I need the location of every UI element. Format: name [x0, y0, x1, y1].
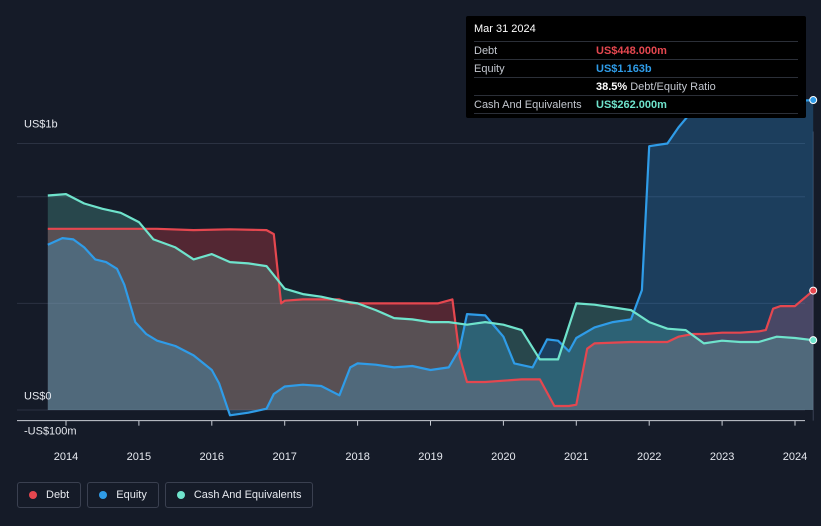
legend-dot-icon [176, 491, 185, 499]
equity-end-marker [809, 96, 818, 105]
legend-item-debt[interactable]: Debt [17, 482, 82, 508]
legend-label: Debt [46, 489, 70, 501]
x-tick-label: 2020 [491, 451, 515, 463]
debt-end-marker [809, 286, 818, 295]
series-end-markers [809, 96, 818, 345]
x-tick-label: 2021 [564, 451, 588, 463]
tooltip-row-ratio: 38.5% Debt/Equity Ratio [474, 77, 798, 95]
tooltip-row-equity: Equity US$1.163b [474, 59, 798, 77]
series-areas [47, 71, 814, 416]
equity-area [47, 71, 814, 416]
cash-and-equivalents-area [47, 194, 814, 410]
debt-area [47, 228, 814, 410]
tooltip-label: Cash And Equivalents [474, 98, 582, 111]
x-tick-label: 2016 [200, 451, 224, 463]
tooltip-ratio-label: Debt/Equity Ratio [630, 80, 716, 93]
cash-and-equivalents-end-marker [809, 336, 818, 345]
series-lines [47, 70, 814, 417]
equity-line [47, 70, 814, 417]
tooltip-row-cash: Cash And Equivalents US$262.000m [474, 95, 798, 114]
x-tick-label: 2018 [345, 451, 369, 463]
tooltip-value: US$448.000m [596, 44, 667, 57]
x-tick-label: 2017 [272, 451, 296, 463]
tooltip-row-debt: Debt US$448.000m [474, 41, 798, 59]
legend-item-equity[interactable]: Equity [87, 482, 159, 508]
tooltip-value: US$1.163b [596, 62, 652, 75]
tooltip-label: Debt [474, 44, 498, 57]
data-tooltip: Mar 31 2024 Debt US$448.000m Equity US$1… [466, 16, 806, 118]
legend-dot-icon [29, 491, 37, 499]
legend-dot-icon [99, 491, 108, 499]
x-tick-label: 2022 [637, 451, 661, 463]
x-tick-label: 2019 [418, 451, 442, 463]
x-tick-label: 2024 [783, 451, 807, 463]
y-tick-label: US$0 [24, 390, 52, 402]
cash-and-equivalents-line [47, 193, 814, 361]
x-tick-label: 2014 [54, 451, 78, 463]
tooltip-label: Equity [474, 62, 505, 75]
y-tick-label: US$1b [24, 119, 58, 131]
chart-legend: Debt Equity Cash And Equivalents [17, 482, 314, 508]
y-tick-label: -US$100m [24, 426, 77, 438]
x-tick-label: 2015 [127, 451, 151, 463]
legend-label: Equity [116, 489, 147, 501]
y-axis-tick-labels: US$1b US$0 -US$100m [24, 119, 77, 438]
x-tick-label: 2023 [710, 451, 734, 463]
tooltip-date: Mar 31 2024 [474, 23, 536, 35]
legend-label: Cash And Equivalents [193, 489, 302, 501]
x-axis-tick-labels: 2014 2015 2016 2017 2018 2019 2020 2021 2022 2023… [54, 451, 807, 463]
tooltip-value: US$262.000m [596, 98, 667, 111]
legend-item-cash[interactable]: Cash And Equivalents [164, 482, 314, 508]
tooltip-value: 38.5% [596, 80, 628, 93]
